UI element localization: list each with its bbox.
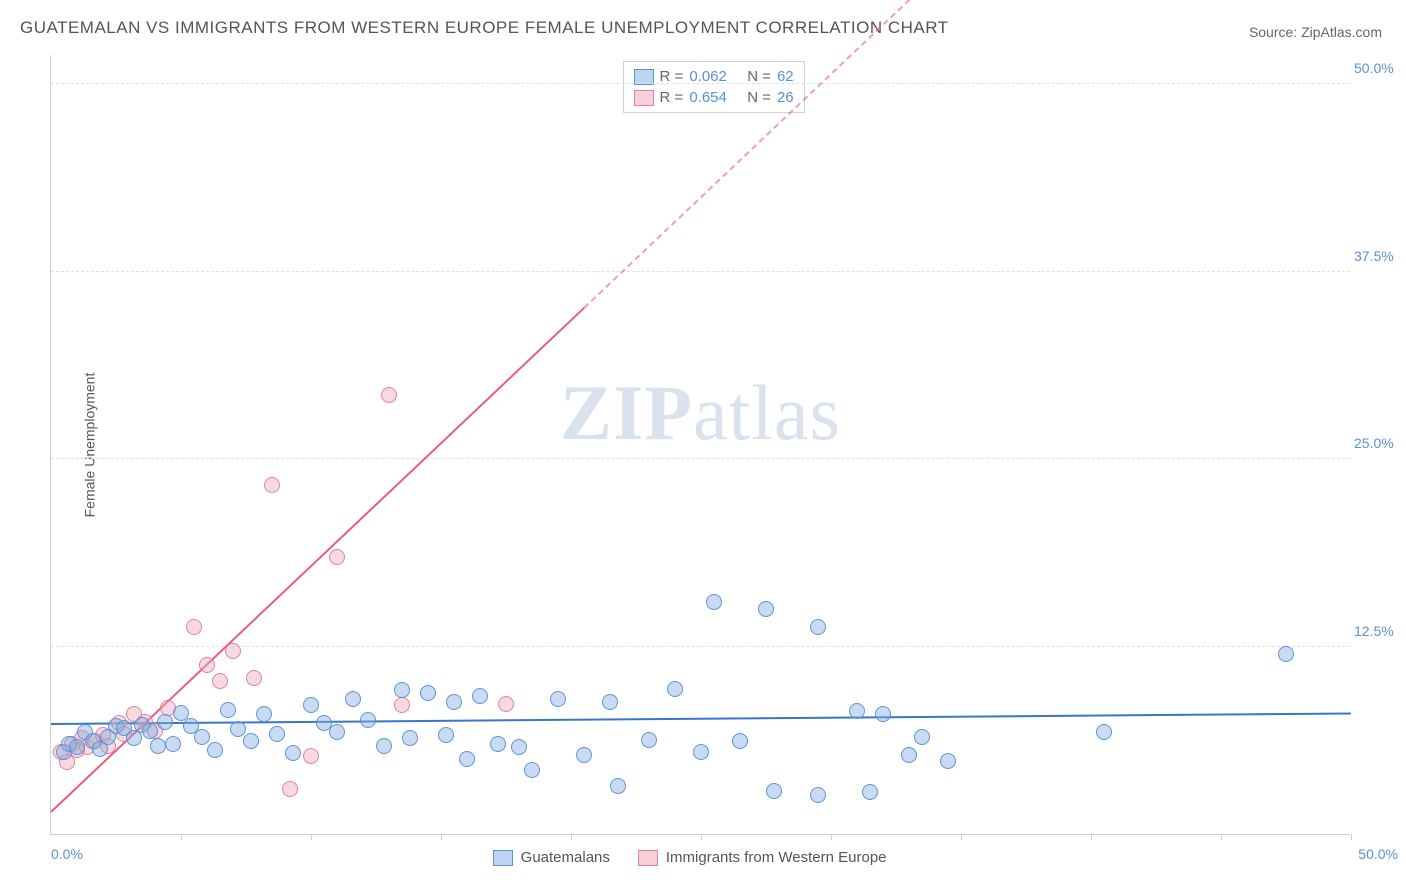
- data-point-blue: [732, 733, 748, 749]
- regression-line: [51, 712, 1351, 724]
- data-point-blue: [1096, 724, 1112, 740]
- data-point-blue: [220, 702, 236, 718]
- data-point-blue: [524, 762, 540, 778]
- data-point-blue: [459, 751, 475, 767]
- data-point-blue: [243, 733, 259, 749]
- data-point-blue: [550, 691, 566, 707]
- data-point-blue: [875, 706, 891, 722]
- y-tick-label: 37.5%: [1354, 248, 1406, 264]
- data-point-blue: [766, 783, 782, 799]
- gridline-h: [51, 83, 1350, 84]
- data-point-blue: [230, 721, 246, 737]
- swatch-pink: [634, 90, 654, 106]
- swatch-pink: [638, 850, 658, 866]
- x-tick: [441, 834, 442, 840]
- x-tick: [961, 834, 962, 840]
- data-point-blue: [269, 726, 285, 742]
- data-point-pink: [394, 697, 410, 713]
- data-point-blue: [360, 712, 376, 728]
- data-point-blue: [376, 738, 392, 754]
- correlation-legend: R = 0.062 N = 62 R = 0.654 N = 26: [623, 61, 805, 113]
- data-point-blue: [446, 694, 462, 710]
- data-point-blue: [758, 601, 774, 617]
- data-point-blue: [914, 729, 930, 745]
- data-point-blue: [511, 739, 527, 755]
- watermark-text: ZIPatlas: [560, 368, 841, 458]
- data-point-blue: [420, 685, 436, 701]
- gridline-h: [51, 646, 1350, 647]
- data-point-blue: [402, 730, 418, 746]
- data-point-pink: [498, 696, 514, 712]
- data-point-blue: [472, 688, 488, 704]
- data-point-blue: [303, 697, 319, 713]
- chart-container: GUATEMALAN VS IMMIGRANTS FROM WESTERN EU…: [0, 0, 1406, 892]
- data-point-blue: [706, 594, 722, 610]
- data-point-blue: [438, 727, 454, 743]
- data-point-blue: [329, 724, 345, 740]
- x-tick: [1091, 834, 1092, 840]
- y-tick-label: 25.0%: [1354, 435, 1406, 451]
- gridline-h: [51, 271, 1350, 272]
- x-tick: [571, 834, 572, 840]
- data-point-blue: [810, 787, 826, 803]
- data-point-blue: [641, 732, 657, 748]
- x-axis-max-label: 50.0%: [1358, 846, 1398, 862]
- legend-row-pink: R = 0.654 N = 26: [634, 87, 794, 108]
- data-point-pink: [381, 387, 397, 403]
- data-point-blue: [285, 745, 301, 761]
- data-point-pink: [246, 670, 262, 686]
- data-point-blue: [602, 694, 618, 710]
- swatch-blue: [493, 850, 513, 866]
- data-point-blue: [940, 753, 956, 769]
- data-point-blue: [194, 729, 210, 745]
- data-point-pink: [282, 781, 298, 797]
- data-point-blue: [1278, 646, 1294, 662]
- data-point-blue: [345, 691, 361, 707]
- y-tick-label: 50.0%: [1354, 60, 1406, 76]
- legend-item-pink: Immigrants from Western Europe: [638, 849, 887, 866]
- legend-item-blue: Guatemalans: [493, 849, 610, 866]
- x-tick: [831, 834, 832, 840]
- data-point-blue: [256, 706, 272, 722]
- data-point-pink: [199, 657, 215, 673]
- data-point-blue: [207, 742, 223, 758]
- gridline-h: [51, 458, 1350, 459]
- data-point-pink: [264, 477, 280, 493]
- x-tick: [311, 834, 312, 840]
- data-point-pink: [212, 673, 228, 689]
- data-point-blue: [693, 744, 709, 760]
- data-point-blue: [901, 747, 917, 763]
- data-point-blue: [150, 738, 166, 754]
- x-tick: [1221, 834, 1222, 840]
- data-point-blue: [165, 736, 181, 752]
- data-point-pink: [186, 619, 202, 635]
- data-point-blue: [862, 784, 878, 800]
- y-tick-label: 12.5%: [1354, 623, 1406, 639]
- data-point-blue: [810, 619, 826, 635]
- data-point-pink: [329, 549, 345, 565]
- x-tick: [181, 834, 182, 840]
- data-point-blue: [69, 739, 85, 755]
- series-legend: Guatemalans Immigrants from Western Euro…: [493, 849, 887, 866]
- data-point-blue: [667, 681, 683, 697]
- regression-line: [583, 0, 961, 309]
- data-point-blue: [610, 778, 626, 794]
- y-axis-title: Female Unemployment: [81, 372, 97, 517]
- x-axis-origin-label: 0.0%: [51, 846, 83, 862]
- data-point-pink: [303, 748, 319, 764]
- data-point-blue: [157, 714, 173, 730]
- chart-title: GUATEMALAN VS IMMIGRANTS FROM WESTERN EU…: [20, 18, 949, 38]
- legend-label-blue: Guatemalans: [521, 849, 610, 866]
- data-point-blue: [394, 682, 410, 698]
- data-point-blue: [142, 723, 158, 739]
- legend-label-pink: Immigrants from Western Europe: [666, 849, 887, 866]
- x-tick: [701, 834, 702, 840]
- source-attribution: Source: ZipAtlas.com: [1249, 24, 1382, 40]
- data-point-blue: [490, 736, 506, 752]
- x-tick: [1351, 834, 1352, 840]
- plot-area: Female Unemployment ZIPatlas R = 0.062 N…: [50, 55, 1350, 835]
- data-point-blue: [849, 703, 865, 719]
- data-point-pink: [225, 643, 241, 659]
- data-point-blue: [576, 747, 592, 763]
